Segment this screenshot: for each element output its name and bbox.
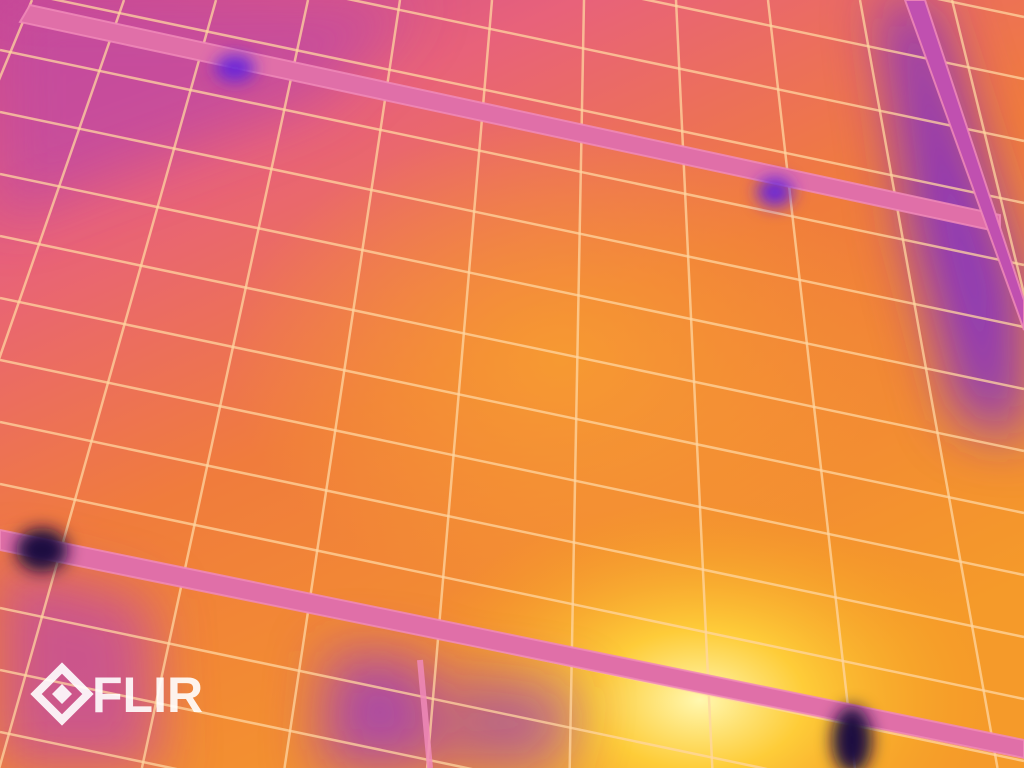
cell-line [346,0,1024,143]
cell-line [425,0,494,768]
logo-icon [52,684,72,704]
cold-spot [16,528,68,572]
cell-line [283,0,402,768]
logo-icon [30,662,94,726]
cell-line [0,0,218,768]
cell-line [0,234,1024,453]
cool-area [450,670,580,768]
cell-line [950,0,1024,300]
cold-spot [215,54,255,82]
cell-line [858,0,999,768]
cell-line [674,0,714,768]
cell-line [0,172,1024,391]
cell-line [0,420,1024,639]
cell-line [0,110,1024,329]
cool-area [320,650,440,768]
frame [903,0,1024,331]
logo: FLIR [30,662,203,726]
cold-spot [832,706,872,768]
cell-line [641,0,1024,81]
cold-spot [757,177,793,207]
cell-line [0,358,1024,577]
logo-text: FLIR [92,667,203,723]
cell-line [0,482,1024,701]
cell-line [51,0,1024,205]
warm-area [230,120,890,600]
cell-line [0,606,769,768]
cell-line [0,668,473,768]
frame [0,528,1024,760]
cold-spots [16,54,872,768]
cell-line [0,48,1024,267]
cool-area [0,560,160,768]
cell-line [140,0,310,768]
cell-line [766,0,857,768]
frame [417,659,433,768]
cell-line [0,0,126,361]
cell-line [0,296,1024,515]
